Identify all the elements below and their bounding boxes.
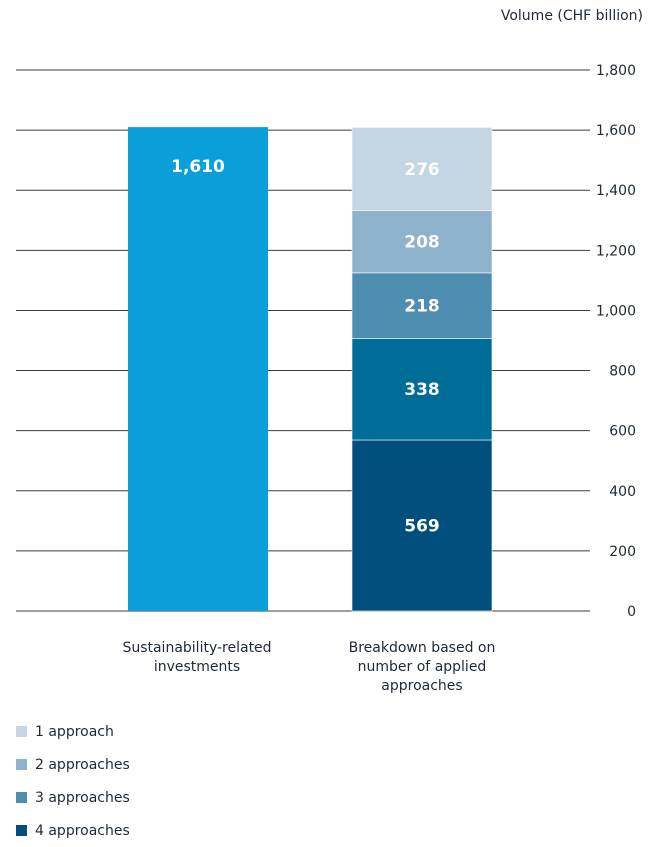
bar-segment-1 [351,338,493,441]
bar-segment-3 [351,210,493,274]
y-tick-label-400: 400 [609,484,636,500]
bar-total [128,127,268,611]
legend-swatch-1-approach [16,726,27,737]
legend-item-4-approaches: 4 approaches [16,814,130,847]
data-label-total: 1,610 [171,157,225,177]
data-label-segment-3: 208 [404,233,440,253]
legend-label-3-approaches: 3 approaches [35,789,130,806]
category-label-investments: Sustainability-related investments [122,640,272,675]
legend-swatch-3-approaches [16,792,27,803]
y-axis-unit-label: Volume (CHF billion) [500,8,643,24]
y-tick-label-600: 600 [609,424,636,440]
y-tick-label-1000: 1,000 [596,303,636,319]
y-tick-label-0: 0 [627,604,636,620]
y-tick-label-1200: 1,200 [596,243,636,259]
data-label-segment-4: 276 [404,160,440,180]
legend-label-4-approaches: 4 approaches [35,822,130,839]
legend-item-3-approaches: 3 approaches [16,781,130,814]
bar-segment-4 [351,127,493,211]
bar-segment-2 [351,272,493,339]
y-tick-label-800: 800 [609,364,636,380]
legend-swatch-2-approaches [16,759,27,770]
legend-label-1-approach: 1 approach [35,723,114,740]
y-tick-label-1600: 1,600 [596,123,636,139]
legend: 1 approach 2 approaches 3 approaches 4 a… [16,715,130,847]
legend-item-2-approaches: 2 approaches [16,748,130,781]
data-label-segment-2: 218 [404,297,440,317]
y-tick-label-1400: 1,400 [596,183,636,199]
data-label-segment-0: 569 [404,516,440,536]
data-label-segment-1: 338 [404,380,440,400]
legend-label-2-approaches: 2 approaches [35,756,130,773]
bar-segment-0 [351,439,493,612]
category-label-breakdown: Breakdown based on number of applied app… [348,640,496,694]
y-tick-label-200: 200 [609,544,636,560]
y-tick-label-1800: 1,800 [596,63,636,79]
bar-chart: 0 200 400 600 800 1,000 1,200 1,400 1,600 1,800 1,… [16,63,636,620]
legend-swatch-4-approaches [16,825,27,836]
legend-item-1-approach: 1 approach [16,715,130,748]
